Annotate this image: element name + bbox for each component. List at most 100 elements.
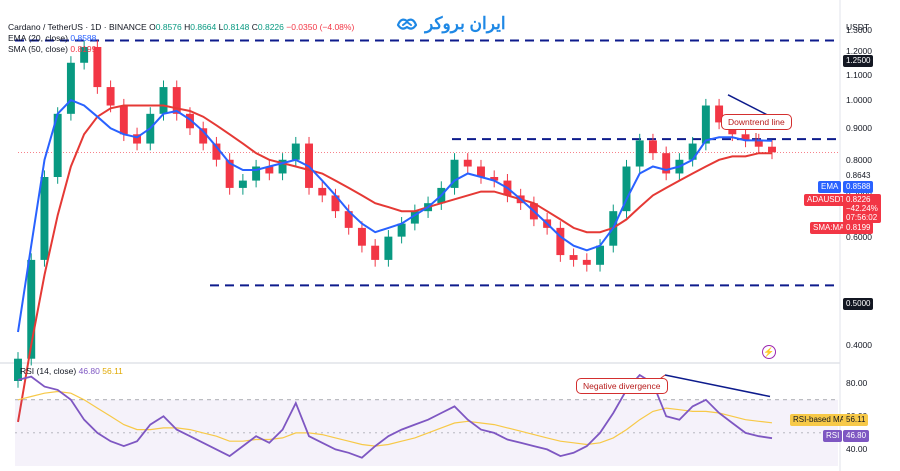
candle-body bbox=[225, 159, 234, 188]
candle-body bbox=[688, 143, 697, 160]
candle-body bbox=[159, 87, 168, 114]
price-tick-label: 1.0000 bbox=[846, 95, 872, 106]
sma-50-line bbox=[17, 104, 772, 423]
ema-tag-label: EMA bbox=[818, 181, 842, 193]
candle-body bbox=[133, 134, 142, 144]
ema-tag-value: 0.8588 bbox=[843, 181, 874, 193]
candle-body bbox=[754, 140, 763, 147]
candle-body bbox=[344, 211, 353, 228]
grid bbox=[0, 0, 841, 471]
rsi-ma-tag-label: RSI-based MA bbox=[790, 414, 849, 426]
candle-body bbox=[185, 113, 194, 129]
rsi-panel bbox=[15, 373, 838, 466]
rsi-tick-label: 80.00 bbox=[846, 378, 868, 389]
candle-body bbox=[715, 105, 724, 123]
price-tag: 0.8226 bbox=[846, 195, 871, 204]
sma-tag-label: SMA:MA bbox=[810, 222, 848, 234]
ema-legend-label: EMA (20, close) bbox=[8, 33, 68, 43]
price-tick-label: 0.6000 bbox=[846, 231, 872, 242]
ema-legend-value: 0.8588 bbox=[70, 33, 97, 43]
sma-tag-value: 0.8199 bbox=[843, 222, 874, 234]
ohlc-low: 0.8148 bbox=[223, 22, 250, 32]
price-tag-group: 0.8226 −42.24% 07:56:02 bbox=[843, 194, 881, 223]
sma-legend[interactable]: SMA (50, close) 0.8199 bbox=[8, 44, 96, 54]
candle-body bbox=[569, 255, 578, 260]
ohlc-close: 0.8226 bbox=[257, 22, 284, 32]
horizontal-levels bbox=[15, 39, 838, 287]
ohlc-open: 0.8576 bbox=[155, 22, 182, 32]
candle-body bbox=[119, 105, 128, 135]
currency-label: USDT bbox=[846, 22, 870, 32]
candle-body bbox=[596, 245, 605, 265]
candlesticks bbox=[14, 40, 776, 388]
pct-tag: −42.24% bbox=[846, 204, 878, 213]
support-level-tag: 0.5000 bbox=[843, 298, 874, 310]
divergence-callout[interactable]: Negative divergence bbox=[576, 378, 668, 394]
candle-body bbox=[556, 227, 565, 256]
downtrend-callout[interactable]: Downtrend line bbox=[721, 114, 792, 130]
candle-body bbox=[93, 46, 102, 88]
price-tick-label: 1.3000 bbox=[846, 25, 872, 35]
symbol-title: Cardano / TetherUS · 1D · BINANCE bbox=[8, 22, 147, 32]
candle-body bbox=[331, 195, 340, 212]
symbol-tag: ADAUSDT bbox=[804, 194, 849, 206]
candle-body bbox=[291, 143, 300, 160]
candle-body bbox=[106, 87, 115, 106]
level-mid-tag: 0.8643 bbox=[843, 170, 874, 182]
candle-body bbox=[14, 358, 22, 381]
candle-body bbox=[741, 134, 750, 141]
candle-body bbox=[80, 46, 89, 63]
rsi-ma-legend-value: 56.11 bbox=[102, 366, 123, 376]
rsi-ma-tag-value: 56.11 bbox=[843, 414, 869, 426]
candle-body bbox=[662, 153, 671, 174]
candle-body bbox=[450, 159, 459, 188]
lightning-icon[interactable]: ⚡ bbox=[762, 345, 776, 359]
candle-body bbox=[490, 177, 499, 181]
ohlc-high: 0.8664 bbox=[190, 22, 217, 32]
rsi-tick-label: 40.00 bbox=[846, 444, 868, 455]
moving-averages bbox=[17, 98, 773, 423]
candle-body bbox=[397, 223, 406, 237]
sma-legend-label: SMA (50, close) bbox=[8, 44, 68, 54]
candle-body bbox=[701, 105, 710, 144]
sma-legend-value: 0.8199 bbox=[70, 44, 97, 54]
brand-logo-text: ایران بروکر bbox=[425, 14, 506, 33]
rsi-legend-value: 46.80 bbox=[78, 366, 100, 376]
brand-logo: ایران بروکر bbox=[395, 10, 507, 38]
candle-body bbox=[238, 180, 247, 188]
candle-body bbox=[27, 259, 36, 359]
candle-body bbox=[477, 166, 485, 178]
ohlc-high-label: H bbox=[184, 22, 191, 32]
ohlc-close-label: C bbox=[251, 22, 258, 32]
candle-body bbox=[40, 177, 49, 260]
price-tick-label: 0.8000 bbox=[846, 154, 872, 165]
candle-body bbox=[768, 146, 776, 153]
candle-body bbox=[212, 143, 221, 160]
candle-body bbox=[265, 166, 274, 174]
price-tick-label: 0.4000 bbox=[846, 340, 872, 350]
candle-body bbox=[622, 166, 631, 212]
rsi-legend-label: RSI (14, close) bbox=[20, 366, 77, 376]
ohlc-low-label: L bbox=[218, 22, 224, 32]
rsi-tag-value: 46.80 bbox=[843, 430, 870, 442]
ohlc-open-label: O bbox=[149, 22, 156, 32]
price-tick-label: 1.2000 bbox=[846, 46, 872, 57]
candle-body bbox=[410, 211, 419, 224]
candle-body bbox=[318, 187, 327, 196]
candle-body bbox=[582, 259, 591, 265]
resistance-level-tag: 1.2500 bbox=[843, 55, 874, 67]
handshake-icon bbox=[396, 18, 418, 30]
ema-legend[interactable]: EMA (20, close) 0.8588 bbox=[8, 33, 96, 43]
ohlc-change: −0.0350 (−4.08%) bbox=[286, 22, 355, 32]
countdown-tag: 07:56:02 bbox=[846, 213, 878, 222]
candle-body bbox=[384, 236, 393, 260]
candle-body bbox=[53, 113, 62, 178]
candle-body bbox=[252, 166, 261, 181]
rsi-legend[interactable]: RSI (14, close) 46.80 56.11 bbox=[20, 366, 123, 376]
candle-body bbox=[278, 159, 287, 174]
candle-body bbox=[357, 227, 366, 246]
candle-body bbox=[463, 159, 472, 167]
candle-body bbox=[199, 128, 208, 144]
